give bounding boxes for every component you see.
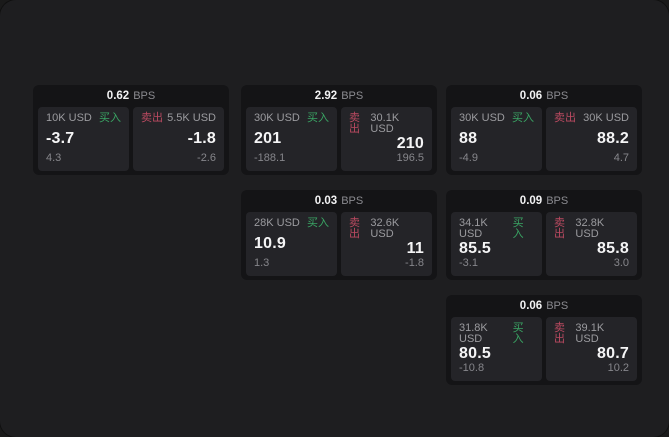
- buy-tag: 买入: [307, 217, 329, 229]
- buy-size: 30K USD: [459, 112, 505, 124]
- sell-panel[interactable]: 卖出 30.1K USD 210 196.5: [341, 107, 432, 171]
- bps-unit: BPS: [546, 90, 569, 102]
- sell-tag: 卖出: [554, 322, 565, 345]
- sell-delta: 10.2: [607, 362, 629, 374]
- sell-tag: 卖出: [554, 217, 565, 240]
- buy-panel[interactable]: 31.8K USD 买入 80.5 -10.8: [451, 317, 542, 381]
- sell-size: 5.5K USD: [167, 112, 216, 124]
- bps-unit: BPS: [133, 90, 156, 102]
- buy-size: 10K USD: [46, 112, 92, 124]
- sell-price: 85.8: [597, 240, 629, 257]
- sell-delta: 3.0: [613, 257, 629, 269]
- sell-panel[interactable]: 卖出 30K USD 88.2 4.7: [546, 107, 637, 171]
- sell-price: -1.8: [187, 129, 216, 147]
- buy-size: 31.8K USD: [459, 322, 488, 345]
- sell-size: 30.1K USD: [370, 112, 400, 135]
- buy-tag: 买入: [512, 322, 524, 345]
- buy-tag: 买入: [307, 112, 329, 124]
- bps-header: 2.92 BPS: [246, 85, 432, 107]
- buy-delta: -3.1: [459, 257, 478, 269]
- bps-value: 0.06: [519, 90, 543, 102]
- bps-unit: BPS: [341, 195, 364, 207]
- buy-delta: -10.8: [459, 362, 485, 374]
- buy-panel[interactable]: 30K USD 买入 88 -4.9: [451, 107, 542, 171]
- quote-card: 0.03 BPS 28K USD 买入 10.9 1.3 卖出 32.6K US…: [241, 190, 437, 280]
- sell-size: 32.8K USD: [575, 217, 605, 240]
- buy-size: 34.1K USD: [459, 217, 488, 240]
- sell-tag: 卖出: [349, 217, 360, 240]
- bps-value: 0.09: [519, 195, 543, 207]
- buy-panel[interactable]: 30K USD 买入 201 -188.1: [246, 107, 337, 171]
- sell-tag: 卖出: [349, 112, 360, 135]
- sell-size: 30K USD: [583, 112, 629, 124]
- quote-card: 2.92 BPS 30K USD 买入 201 -188.1 卖出 30.1K …: [241, 85, 437, 175]
- bps-header: 0.09 BPS: [451, 190, 637, 212]
- sell-price: 80.7: [597, 345, 629, 362]
- sell-panel[interactable]: 卖出 32.6K USD 11 -1.8: [341, 212, 432, 276]
- buy-price: 88: [459, 129, 478, 147]
- bps-header: 0.06 BPS: [451, 295, 637, 317]
- buy-size: 30K USD: [254, 112, 300, 124]
- sell-delta: -2.6: [197, 152, 216, 164]
- quote-card: 0.06 BPS 31.8K USD 买入 80.5 -10.8 卖出 39.1…: [446, 295, 642, 385]
- bps-value: 0.62: [106, 90, 130, 102]
- quote-card: 0.62 BPS 10K USD 买入 -3.7 4.3 卖出 5.5K USD…: [33, 85, 229, 175]
- sell-price: 11: [406, 240, 424, 257]
- bps-value: 0.03: [314, 195, 338, 207]
- quote-card: 0.06 BPS 30K USD 买入 88 -4.9 卖出 30K USD 8…: [446, 85, 642, 175]
- sell-price: 88.2: [597, 129, 629, 147]
- sell-tag: 卖出: [554, 112, 576, 124]
- sell-panel[interactable]: 卖出 39.1K USD 80.7 10.2: [546, 317, 637, 381]
- buy-panel[interactable]: 34.1K USD 买入 85.5 -3.1: [451, 212, 542, 276]
- buy-tag: 买入: [512, 217, 524, 240]
- sell-delta: -1.8: [405, 257, 424, 269]
- buy-price: 10.9: [254, 234, 286, 252]
- buy-panel[interactable]: 10K USD 买入 -3.7 4.3: [38, 107, 129, 171]
- buy-delta: -4.9: [459, 152, 478, 164]
- sell-delta: 196.5: [396, 152, 424, 164]
- buy-size: 28K USD: [254, 217, 300, 229]
- sell-price: 210: [396, 135, 424, 152]
- quote-card: 0.09 BPS 34.1K USD 买入 85.5 -3.1 卖出 32.8K…: [446, 190, 642, 280]
- buy-tag: 买入: [99, 112, 121, 124]
- bps-unit: BPS: [546, 300, 569, 312]
- sell-panel[interactable]: 卖出 32.8K USD 85.8 3.0: [546, 212, 637, 276]
- buy-delta: 4.3: [46, 152, 62, 164]
- buy-delta: 1.3: [254, 257, 270, 269]
- bps-header: 0.62 BPS: [38, 85, 224, 107]
- buy-price: -3.7: [46, 129, 75, 147]
- bps-value: 2.92: [314, 90, 338, 102]
- buy-price: 201: [254, 129, 282, 147]
- bps-unit: BPS: [341, 90, 364, 102]
- bps-value: 0.06: [519, 300, 543, 312]
- bps-header: 0.03 BPS: [246, 190, 432, 212]
- buy-panel[interactable]: 28K USD 买入 10.9 1.3: [246, 212, 337, 276]
- sell-delta: 4.7: [613, 152, 629, 164]
- buy-delta: -188.1: [254, 152, 286, 164]
- sell-tag: 卖出: [141, 112, 163, 124]
- buy-price: 85.5: [459, 240, 491, 257]
- bps-header: 0.06 BPS: [451, 85, 637, 107]
- buy-price: 80.5: [459, 345, 491, 362]
- sell-panel[interactable]: 卖出 5.5K USD -1.8 -2.6: [133, 107, 224, 171]
- buy-tag: 买入: [512, 112, 534, 124]
- bps-unit: BPS: [546, 195, 569, 207]
- sell-size: 32.6K USD: [370, 217, 400, 240]
- sell-size: 39.1K USD: [575, 322, 605, 345]
